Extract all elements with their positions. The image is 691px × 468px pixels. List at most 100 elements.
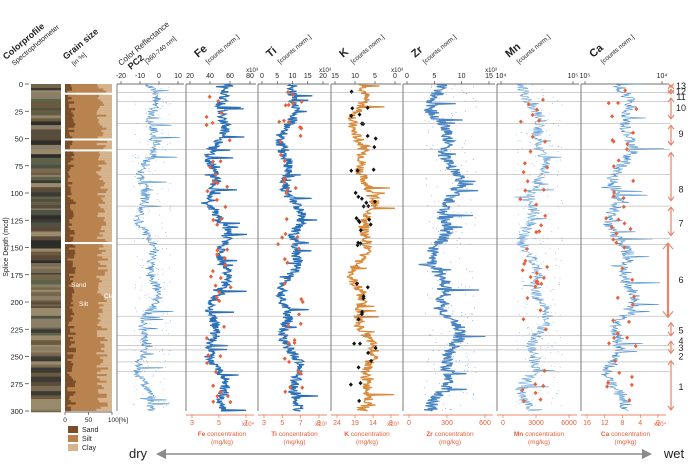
grainsize-sand-segment <box>65 201 76 205</box>
k-measurement-marker <box>358 380 363 386</box>
zr-scatter-point <box>457 212 459 214</box>
mn-scatter-point <box>540 242 542 244</box>
ca-measurement-marker <box>627 397 632 403</box>
colorprofile-band <box>31 149 61 155</box>
mn-scatter-point <box>547 118 549 120</box>
grainsize-sand-segment <box>65 212 74 215</box>
k-bottom-tick-label: 9 <box>389 420 393 427</box>
zr-scatter-point <box>437 280 439 282</box>
pc2-scatter-point <box>166 404 167 406</box>
grainsize-clay-segment <box>103 358 112 361</box>
zr-scatter-point <box>440 86 442 88</box>
grainsize-clay-segment <box>106 162 112 165</box>
grainsize-clay-segment <box>107 402 112 405</box>
zr-scatter-point <box>449 150 451 152</box>
zr-scatter-point <box>452 313 454 315</box>
pc2-scatter-point <box>135 103 136 105</box>
fe-bottom-tick-label: 7 <box>244 420 248 427</box>
grainsize-sand-segment <box>65 86 72 89</box>
zr-scatter-point <box>430 195 432 197</box>
k-x-tick-label: 0 <box>393 73 397 80</box>
unit-arrow-head-bottom <box>667 83 675 89</box>
ca-unit: [counts norm.] <box>600 34 636 66</box>
mn-scatter-point <box>536 216 538 218</box>
pc2-scatter-point <box>166 248 167 250</box>
ca-bottom-label: Ca concentration <box>601 431 651 438</box>
colorprofile-band <box>31 183 61 188</box>
ca-measurement-marker <box>610 138 615 143</box>
ti-measurement-marker <box>285 260 290 265</box>
mn-measurement-marker <box>538 308 543 313</box>
pc2-series-line <box>132 83 180 412</box>
grainsize-clay-segment <box>106 380 112 383</box>
ti-measurement-marker <box>286 323 291 328</box>
mn-scatter-point <box>519 251 521 253</box>
zr-scatter-point <box>467 363 469 365</box>
ti-measurement-marker <box>283 103 288 108</box>
ca-measurement-marker <box>606 100 611 106</box>
mn-scatter-point <box>542 310 544 312</box>
k-x-tick-label: 15 <box>331 73 339 80</box>
colorprofile-band <box>31 304 61 307</box>
ca-measurement-marker <box>617 370 622 375</box>
ti-measurement-marker <box>282 158 287 164</box>
mn-scatter-point <box>539 390 541 392</box>
zr-scatter-point <box>447 307 449 309</box>
zr-scatter-point <box>467 364 469 366</box>
mn-measurement-marker <box>528 274 533 280</box>
colorprofile-band <box>31 292 61 297</box>
grainsize-sand-segment <box>65 352 68 355</box>
mn-scatter-point <box>545 285 547 287</box>
pc2-scatter-point <box>162 146 164 148</box>
mn-scatter-point <box>551 365 552 367</box>
mn-measurement-marker <box>541 187 546 192</box>
grainsize-clay-segment <box>102 310 112 314</box>
colorprofile-band <box>31 311 61 317</box>
grainsize-clay-segment <box>100 341 112 344</box>
zr-scatter-point <box>424 387 426 389</box>
fe-bottom-label-text: concentration <box>205 431 246 438</box>
grainsize-sand-segment <box>65 363 74 366</box>
zr-scatter-point <box>455 231 457 233</box>
pc2-scatter-point <box>148 168 150 170</box>
mn-scatter-point <box>552 102 553 104</box>
pc2-scatter-point <box>148 170 150 172</box>
pc2-scatter-point <box>145 232 146 233</box>
fe-measurement-marker <box>228 399 233 405</box>
pc2-scatter-point <box>155 370 157 372</box>
ti-measurement-marker <box>298 133 303 139</box>
pc2-scatter-point <box>141 259 143 261</box>
colorprofile-band <box>31 84 61 89</box>
mn-scatter-point <box>538 98 540 100</box>
k-x-tick-label: 5 <box>373 73 377 80</box>
ca-measurement-marker <box>622 221 627 226</box>
fe-measurement-marker <box>204 335 209 341</box>
grainsize-sand-segment <box>65 391 76 394</box>
zr-scatter-point <box>428 97 430 98</box>
mn-scatter-point <box>540 348 542 350</box>
colorprofile-band <box>31 94 61 100</box>
grainsize-clay-segment <box>99 232 112 235</box>
grainsize-gap <box>65 242 112 245</box>
zr-scatter-point <box>428 120 430 122</box>
zr-scatter-point <box>444 226 446 228</box>
ti-measurement-marker <box>288 385 293 390</box>
pc2-scatter-point <box>135 156 136 158</box>
zr-scatter-point <box>458 237 460 239</box>
zr-scatter-point <box>424 394 426 395</box>
colorprofile-band <box>31 399 61 405</box>
mn-scatter-point <box>559 366 561 368</box>
colorprofile-band <box>31 355 61 358</box>
zr-scatter-point <box>452 115 454 116</box>
colorprofile-band <box>31 121 61 126</box>
grainsize-sand-segment <box>65 160 71 163</box>
pc2-scatter-point <box>153 104 155 106</box>
mn-scatter-point <box>552 345 554 347</box>
grainsize-sand-segment <box>65 210 73 213</box>
grainsize-clay-segment <box>97 334 112 337</box>
unit-arrow-head-top <box>667 359 675 366</box>
grainsize-legend-swatch <box>68 435 78 442</box>
zr-scatter-point <box>458 339 460 341</box>
pc2-scatter-point <box>162 248 164 249</box>
zr-bottom-label-text: concentration <box>433 431 474 438</box>
